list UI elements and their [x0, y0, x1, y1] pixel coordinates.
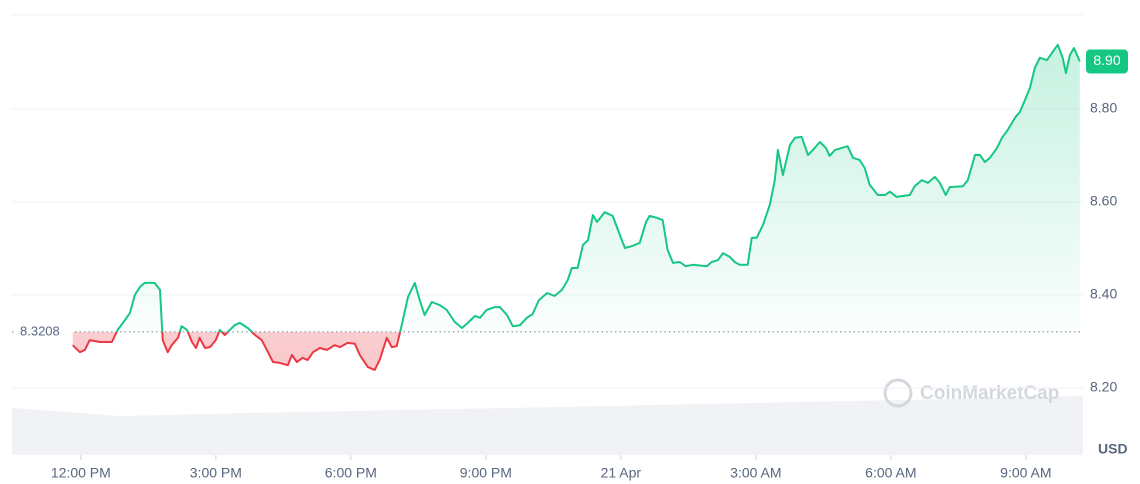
- x-tick-label: 21 Apr: [601, 465, 642, 481]
- price-label: 8.90: [1093, 52, 1120, 68]
- volume-backdrop: [12, 396, 1083, 455]
- price-area: [72, 44, 1080, 370]
- price-line: [72, 43, 1081, 371]
- y-tick-label: 8.40: [1090, 286, 1117, 302]
- x-tick-label: 9:00 AM: [1000, 465, 1051, 481]
- y-tick-label: 8.20: [1090, 379, 1117, 395]
- x-tick-label: 3:00 PM: [190, 465, 242, 481]
- watermark-text: CoinMarketCap: [920, 383, 1059, 404]
- x-tick-label: 6:00 PM: [325, 465, 377, 481]
- price-label-bg: [1086, 49, 1128, 74]
- baseline-label: 8.3208: [20, 323, 60, 338]
- x-tick-label: 6:00 AM: [865, 465, 916, 481]
- y-tick-label: 8.60: [1090, 193, 1117, 209]
- x-tick-label: 9:00 PM: [460, 465, 512, 481]
- x-tick-label: 12:00 PM: [51, 465, 111, 481]
- watermark-logo: [883, 378, 913, 408]
- x-tick-label: 3:00 AM: [730, 465, 781, 481]
- y-tick-label: 8.80: [1090, 100, 1117, 116]
- currency-label: USD: [1098, 441, 1128, 457]
- baseline-label-bg: [14, 321, 72, 342]
